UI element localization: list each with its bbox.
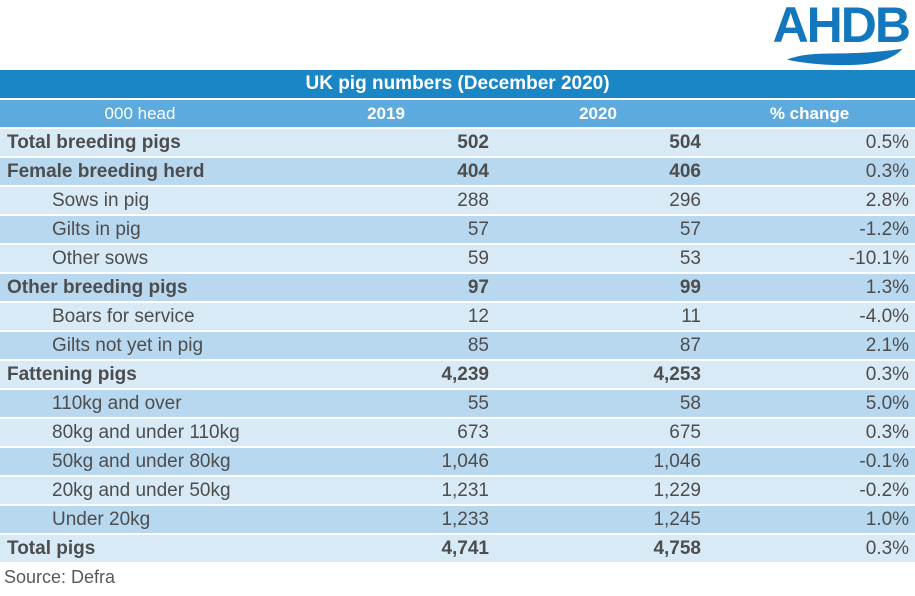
value-2019: 1,231 bbox=[280, 476, 492, 506]
column-header-pct-change: % change bbox=[704, 99, 915, 129]
table-row: Other sows 59 53 -10.1% bbox=[0, 244, 915, 274]
table-row: 80kg and under 110kg 673 675 0.3% bbox=[0, 418, 915, 448]
ahdb-logo-text: AHDB bbox=[772, 0, 911, 53]
row-label: 20kg and under 50kg bbox=[0, 476, 280, 506]
table-row: Other breeding pigs 97 99 1.3% bbox=[0, 273, 915, 303]
row-label: Gilts in pig bbox=[0, 215, 280, 245]
pct-change: -0.1% bbox=[704, 447, 915, 477]
value-2020: 504 bbox=[492, 128, 704, 158]
value-2019: 85 bbox=[280, 331, 492, 361]
row-label: 110kg and over bbox=[0, 389, 280, 419]
value-2019: 55 bbox=[280, 389, 492, 419]
pig-numbers-table: UK pig numbers (December 2020) 000 head … bbox=[0, 70, 915, 564]
ahdb-wave-icon bbox=[786, 48, 903, 66]
value-2019: 97 bbox=[280, 273, 492, 303]
value-2019: 12 bbox=[280, 302, 492, 332]
table-row: 20kg and under 50kg 1,231 1,229 -0.2% bbox=[0, 476, 915, 506]
value-2020: 99 bbox=[492, 273, 704, 303]
value-2020: 4,758 bbox=[492, 534, 704, 564]
table-title-row: UK pig numbers (December 2020) bbox=[0, 70, 915, 100]
row-label: Fattening pigs bbox=[0, 360, 280, 390]
pct-change: -1.2% bbox=[704, 215, 915, 245]
row-label: Gilts not yet in pig bbox=[0, 331, 280, 361]
value-2020: 1,046 bbox=[492, 447, 704, 477]
value-2019: 404 bbox=[280, 157, 492, 187]
value-2020: 675 bbox=[492, 418, 704, 448]
value-2019: 1,046 bbox=[280, 447, 492, 477]
row-label: Total pigs bbox=[0, 534, 280, 564]
value-2020: 406 bbox=[492, 157, 704, 187]
value-2020: 296 bbox=[492, 186, 704, 216]
value-2019: 57 bbox=[280, 215, 492, 245]
value-2020: 4,253 bbox=[492, 360, 704, 390]
pct-change: -4.0% bbox=[704, 302, 915, 332]
pct-change: 5.0% bbox=[704, 389, 915, 419]
column-header-unit: 000 head bbox=[0, 99, 280, 129]
table-row: 110kg and over 55 58 5.0% bbox=[0, 389, 915, 419]
pct-change: 2.1% bbox=[704, 331, 915, 361]
pct-change: 0.3% bbox=[704, 157, 915, 187]
pct-change: 0.3% bbox=[704, 534, 915, 564]
pct-change: 0.3% bbox=[704, 418, 915, 448]
table-row: Total pigs 4,741 4,758 0.3% bbox=[0, 534, 915, 564]
value-2019: 4,239 bbox=[280, 360, 492, 390]
value-2020: 11 bbox=[492, 302, 704, 332]
value-2020: 53 bbox=[492, 244, 704, 274]
table-row: Boars for service 12 11 -4.0% bbox=[0, 302, 915, 332]
table-title: UK pig numbers (December 2020) bbox=[0, 70, 915, 100]
table-row: Under 20kg 1,233 1,245 1.0% bbox=[0, 505, 915, 535]
value-2019: 59 bbox=[280, 244, 492, 274]
value-2020: 1,229 bbox=[492, 476, 704, 506]
row-label: Female breeding herd bbox=[0, 157, 280, 187]
table-row: Sows in pig 288 296 2.8% bbox=[0, 186, 915, 216]
row-label: Under 20kg bbox=[0, 505, 280, 535]
value-2019: 502 bbox=[280, 128, 492, 158]
pct-change: 2.8% bbox=[704, 186, 915, 216]
row-label: Total breeding pigs bbox=[0, 128, 280, 158]
row-label: Sows in pig bbox=[0, 186, 280, 216]
pct-change: 0.3% bbox=[704, 360, 915, 390]
pct-change: 1.0% bbox=[704, 505, 915, 535]
table-row: Fattening pigs 4,239 4,253 0.3% bbox=[0, 360, 915, 390]
source-note: Source: Defra bbox=[4, 567, 116, 587]
pct-change: 0.5% bbox=[704, 128, 915, 158]
row-label: Boars for service bbox=[0, 302, 280, 332]
row-label: Other sows bbox=[0, 244, 280, 274]
table-header-row: 000 head 2019 2020 % change bbox=[0, 99, 915, 129]
pct-change: -10.1% bbox=[704, 244, 915, 274]
table-row: Gilts not yet in pig 85 87 2.1% bbox=[0, 331, 915, 361]
row-label: 80kg and under 110kg bbox=[0, 418, 280, 448]
value-2019: 4,741 bbox=[280, 534, 492, 564]
table-row: Female breeding herd 404 406 0.3% bbox=[0, 157, 915, 187]
table-row: Total breeding pigs 502 504 0.5% bbox=[0, 128, 915, 158]
table-row: Gilts in pig 57 57 -1.2% bbox=[0, 215, 915, 245]
table-row: 50kg and under 80kg 1,046 1,046 -0.1% bbox=[0, 447, 915, 477]
value-2020: 57 bbox=[492, 215, 704, 245]
pct-change: -0.2% bbox=[704, 476, 915, 506]
value-2020: 1,245 bbox=[492, 505, 704, 535]
column-header-2019: 2019 bbox=[280, 99, 492, 129]
value-2020: 58 bbox=[492, 389, 704, 419]
row-label: Other breeding pigs bbox=[0, 273, 280, 303]
pct-change: 1.3% bbox=[704, 273, 915, 303]
ahdb-logo: AHDB bbox=[772, 0, 911, 66]
value-2020: 87 bbox=[492, 331, 704, 361]
column-header-2020: 2020 bbox=[492, 99, 704, 129]
value-2019: 1,233 bbox=[280, 505, 492, 535]
value-2019: 673 bbox=[280, 418, 492, 448]
row-label: 50kg and under 80kg bbox=[0, 447, 280, 477]
value-2019: 288 bbox=[280, 186, 492, 216]
